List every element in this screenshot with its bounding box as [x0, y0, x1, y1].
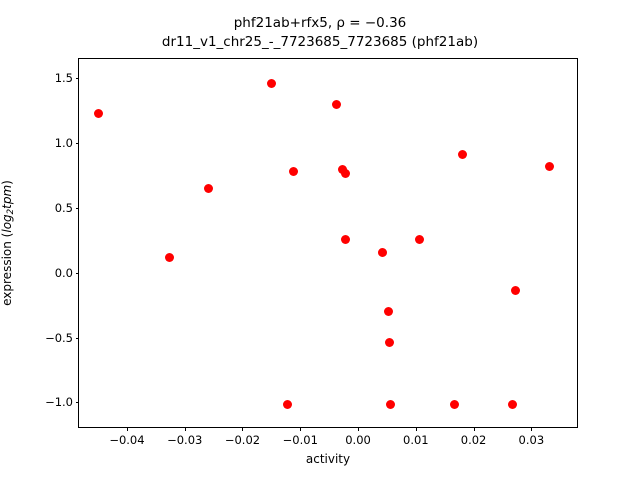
y-axis-label-log: log — [0, 214, 14, 233]
scatter-point — [93, 108, 103, 118]
scatter-point — [203, 184, 213, 194]
y-axis-tick — [75, 143, 79, 145]
scatter-point — [340, 234, 350, 244]
x-axis-tick — [300, 427, 302, 431]
y-axis-label: expression (log2tpm) — [0, 58, 22, 428]
scatter-point — [510, 286, 520, 296]
chart-title-line-1: phf21ab+rfx5, ρ = −0.36 — [233, 15, 407, 31]
scatter-point — [508, 400, 518, 410]
x-axis-tick-label: −0.02 — [224, 433, 261, 447]
y-axis-tick-label: 0.0 — [54, 265, 73, 280]
x-axis-tick — [473, 427, 475, 431]
x-axis-label: activity — [305, 452, 351, 466]
x-axis-tick-label: −0.03 — [167, 433, 203, 447]
scatter-point — [544, 162, 554, 172]
scatter-point — [383, 307, 393, 317]
scatter-point — [384, 338, 394, 348]
y-axis-tick — [75, 402, 79, 404]
x-axis-tick-label: −0.04 — [109, 433, 145, 447]
plot-data-area — [79, 59, 577, 427]
x-axis-tick-label: 0.03 — [518, 433, 545, 447]
scatter-point — [386, 400, 396, 410]
chart-title: phf21ab+rfx5, ρ = −0.36 dr11_v1_chr25_-_… — [0, 14, 640, 52]
y-axis-tick — [75, 337, 79, 339]
x-axis-tick-label: −0.01 — [282, 433, 318, 447]
scatter-point — [378, 247, 388, 257]
y-axis-label-unit: tpm — [0, 184, 14, 209]
scatter-point — [331, 99, 341, 109]
y-axis-tick — [75, 78, 79, 80]
y-axis-tick — [75, 208, 79, 209]
y-axis-label-prefix: expression ( — [0, 232, 14, 306]
y-axis-label-suffix: ) — [0, 180, 14, 185]
y-axis-tick-label: 1.0 — [54, 136, 73, 151]
x-axis-tick-label: 0.01 — [403, 433, 429, 447]
y-axis-tick — [75, 272, 79, 274]
x-axis-tick — [242, 427, 244, 431]
plot-axes: −0.04 −0.03 −0.02 −0.01 0.00 0.01 0.02 0.03 −1.0… — [45, 58, 578, 447]
x-axis-tick-label: 0.00 — [345, 433, 371, 447]
y-axis-tick-label: 0.5 — [54, 201, 73, 215]
x-axis-tick-label: 0.02 — [460, 433, 487, 447]
scatter-point — [266, 79, 276, 89]
x-axis-tick — [126, 427, 128, 431]
y-axis-tick-label: −1.0 — [45, 395, 73, 410]
scatter-point — [288, 167, 298, 177]
y-axis-tick-label: −0.5 — [45, 330, 73, 345]
scatter-point — [165, 252, 175, 262]
scatter-point — [415, 234, 425, 244]
x-axis-tick — [531, 427, 533, 431]
scatter-point — [458, 150, 468, 160]
chart-title-line-2: dr11_v1_chr25_-_7723685_7723685 (phf21ab… — [161, 34, 479, 50]
scatter-point — [450, 400, 460, 410]
scatter-point — [340, 168, 350, 178]
scatter-point — [283, 400, 293, 410]
y-axis-tick-label: 1.5 — [54, 71, 73, 86]
y-axis-label-base: 2 — [6, 208, 17, 215]
x-axis-tick — [358, 427, 360, 431]
x-axis-tick — [184, 427, 186, 431]
x-axis-tick — [415, 427, 417, 431]
